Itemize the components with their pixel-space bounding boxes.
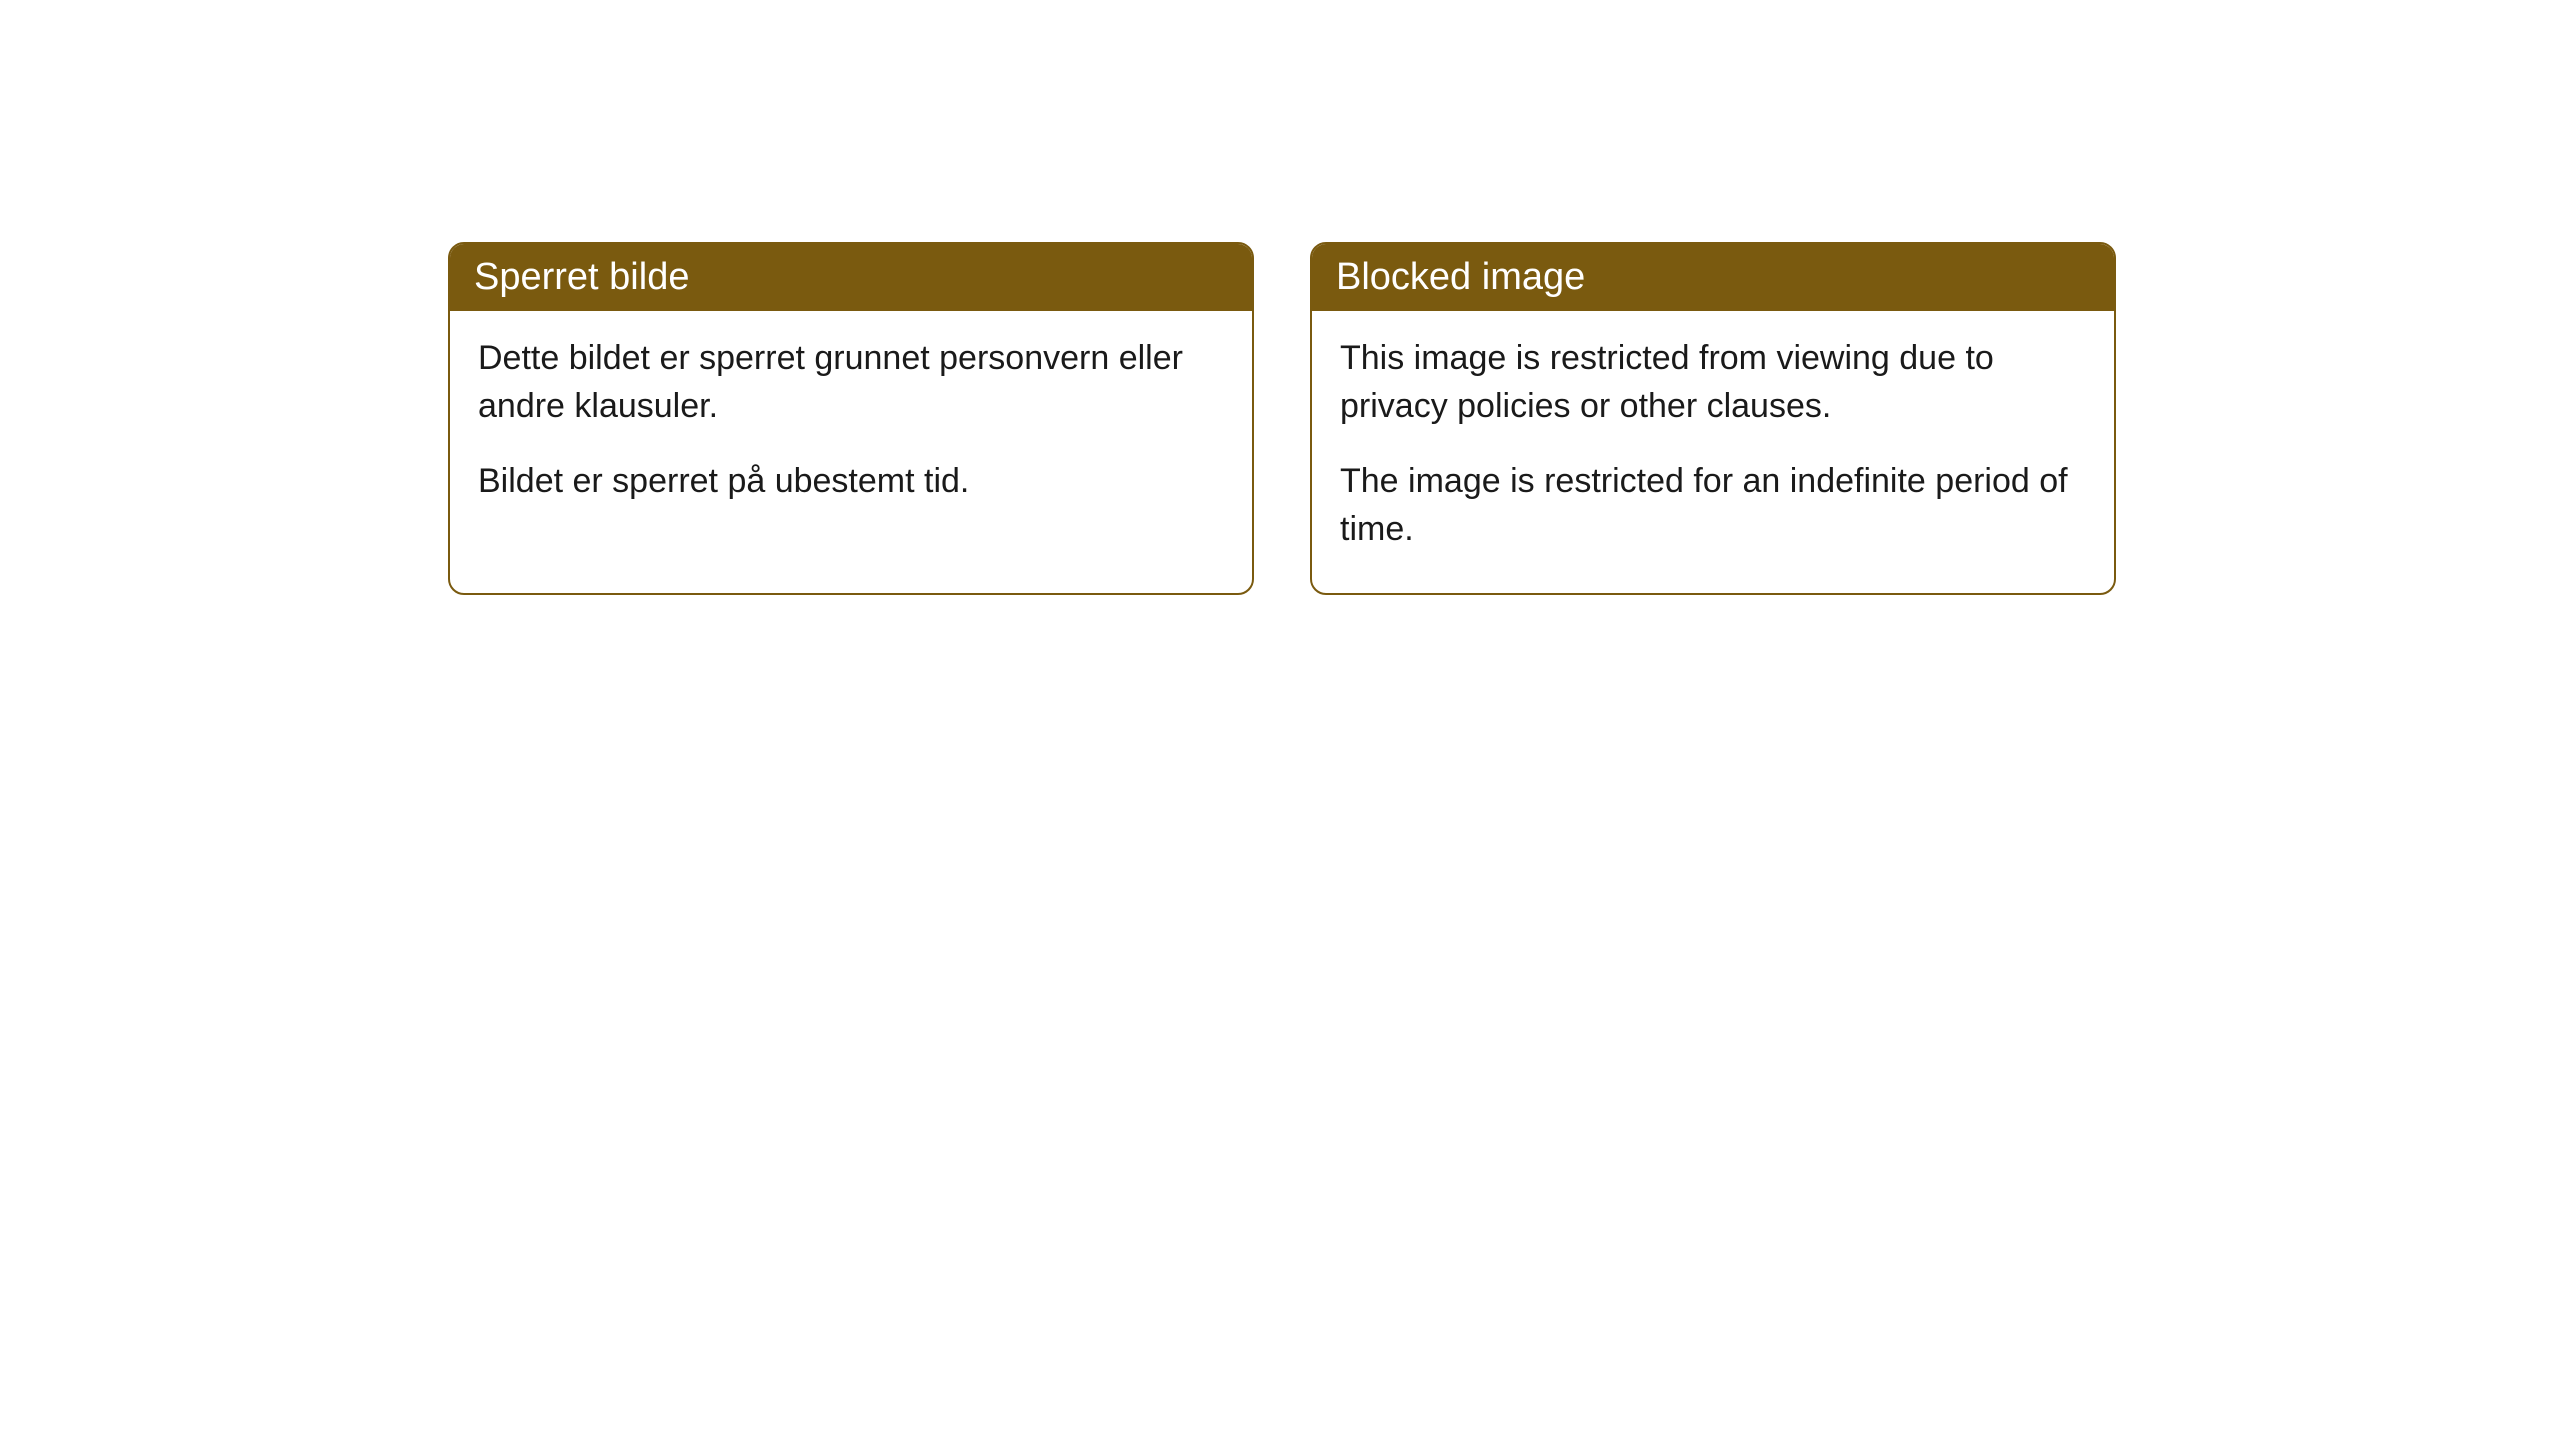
card-header-english: Blocked image (1312, 244, 2114, 311)
card-body-english: This image is restricted from viewing du… (1312, 311, 2114, 593)
card-english: Blocked image This image is restricted f… (1310, 242, 2116, 595)
cards-container: Sperret bilde Dette bildet er sperret gr… (448, 242, 2116, 595)
card-norwegian: Sperret bilde Dette bildet er sperret gr… (448, 242, 1254, 595)
card-paragraph-1: This image is restricted from viewing du… (1340, 335, 2086, 430)
card-body-norwegian: Dette bildet er sperret grunnet personve… (450, 311, 1252, 546)
card-title: Blocked image (1336, 256, 1585, 298)
card-paragraph-1: Dette bildet er sperret grunnet personve… (478, 335, 1224, 430)
card-title: Sperret bilde (474, 256, 689, 298)
card-paragraph-2: The image is restricted for an indefinit… (1340, 458, 2086, 553)
card-header-norwegian: Sperret bilde (450, 244, 1252, 311)
card-paragraph-2: Bildet er sperret på ubestemt tid. (478, 458, 1224, 506)
